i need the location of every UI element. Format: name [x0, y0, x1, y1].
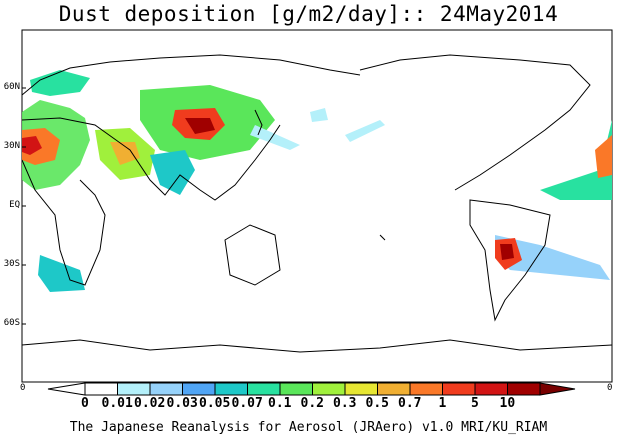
dust-plume-pacific-streak-2: [310, 108, 328, 122]
colorbar-swatch: [409, 382, 443, 396]
colorbar-swatch: [84, 382, 118, 396]
colorbar-swatch: [214, 382, 248, 396]
dust-plume-europe: [30, 70, 90, 96]
colorbar-tick-label: 0.5: [365, 396, 389, 411]
coastlines: [21, 54, 613, 353]
colorbar-tick-label: 0.7: [398, 396, 422, 411]
lat-ticks: [22, 87, 26, 325]
colorbar-swatch: [279, 382, 313, 396]
colorbar-swatch: [247, 382, 281, 396]
dust-plumes: [22, 70, 612, 292]
colorbar-tick-label: 0.03: [166, 396, 198, 411]
colorbar-tick-label: 0: [81, 396, 89, 411]
lat-label-30n: 30N: [3, 141, 20, 151]
colorbar-swatch: [182, 382, 216, 396]
dust-plume-sahara-hot: [22, 136, 42, 155]
colorbar-tick-label: 0.3: [333, 396, 357, 411]
colorbar-tick-label: 0.01: [101, 396, 133, 411]
colorbar-swatch: [474, 382, 508, 396]
dust-plume-namib: [38, 255, 85, 292]
colorbar-swatch: [312, 382, 346, 396]
map-frame: [21, 29, 613, 383]
dust-plume-pacific-streak-1: [250, 125, 300, 150]
colorbar-arrow-left: [47, 382, 86, 396]
colorbar-swatch: [442, 382, 476, 396]
colorbar-tick-label: 0.02: [134, 396, 166, 411]
colorbar-swatch: [149, 382, 183, 396]
dust-plume-patagonia: [495, 235, 610, 280]
edge-label-left: 0: [20, 383, 26, 393]
colorbar-swatch: [344, 382, 378, 396]
colorbar-swatch: [377, 382, 411, 396]
footer-credit: The Japanese Reanalysis for Aerosol (JRA…: [69, 420, 548, 435]
lat-label-60s: 60S: [3, 318, 20, 328]
colorbar-tick-label: 0.05: [199, 396, 231, 411]
colorbar-tick-label: 10: [499, 396, 516, 411]
dust-plume-argentina-core: [500, 244, 514, 260]
colorbar-tick-label: 0.2: [300, 396, 324, 411]
colorbar: [47, 382, 576, 396]
colorbar-tick-label: 0.1: [268, 396, 292, 411]
dust-plume-arabia-core: [110, 142, 140, 165]
map-title: Dust deposition [g/m2/day]:: 24May2014: [58, 2, 559, 26]
colorbar-tick-label: 1: [438, 396, 447, 411]
dust-plume-east-edge: [540, 120, 612, 200]
edge-label-right: 0: [607, 383, 613, 393]
lat-label-30s: 30S: [3, 259, 20, 269]
dust-plume-pacific-streak-3: [345, 120, 385, 142]
lat-label-eq: EQ: [9, 200, 20, 210]
colorbar-swatch: [117, 382, 151, 396]
dust-plume-india: [150, 150, 195, 195]
dust-plume-gobi-core: [185, 118, 215, 134]
colorbar-swatch: [507, 382, 541, 396]
colorbar-tick-label: 0.07: [231, 396, 263, 411]
dust-plume-east-edge-core: [595, 135, 612, 178]
colorbar-arrow-right: [539, 382, 576, 396]
colorbar-tick-label: 5: [471, 396, 479, 411]
lat-label-60n: 60N: [3, 82, 20, 92]
